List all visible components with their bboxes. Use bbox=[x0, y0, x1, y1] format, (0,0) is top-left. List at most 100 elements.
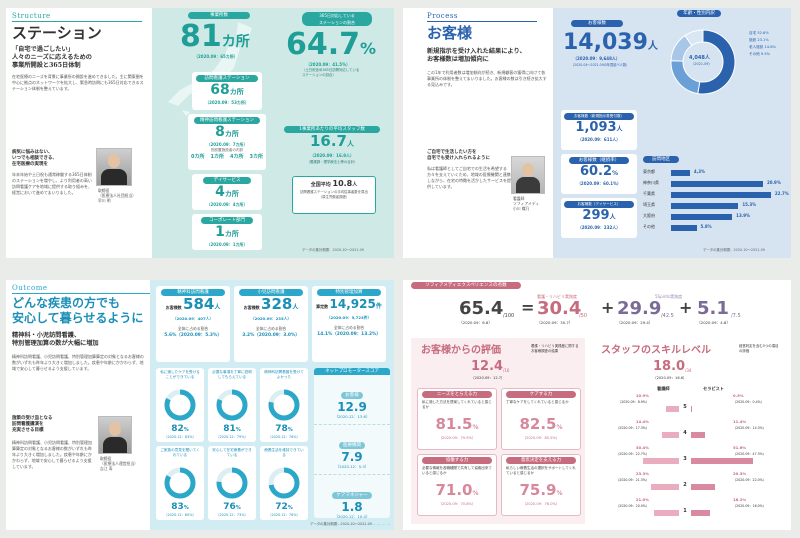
japan-map-icon bbox=[168, 22, 252, 116]
photo-lead: 施策の受け皿となる 訪問看護講演を 充実させる目標 bbox=[12, 416, 53, 433]
region-bar bbox=[671, 170, 690, 176]
gauge-value: 81% bbox=[208, 424, 256, 434]
gauge-card: 療養生活を維持できている 72% （2020.12：76%） bbox=[260, 446, 308, 520]
therapist-bar bbox=[691, 432, 705, 438]
therapist-note: （2020.09：47.3%） bbox=[733, 452, 766, 456]
outcome-card-value: お客様数 584人 bbox=[156, 296, 230, 316]
ratio-label: 365日対応している ステーションの割合 bbox=[302, 12, 372, 26]
donut-legend-item: 自宅 52.6% bbox=[749, 31, 769, 35]
skill-title: スタッフのスキルレベル bbox=[601, 345, 711, 356]
nurse-bar bbox=[661, 432, 679, 438]
part2-denom: /42.5 bbox=[661, 313, 674, 319]
offices-note: （2020.09：65カ所） bbox=[194, 54, 238, 59]
outcome-card-unit: 人 bbox=[292, 304, 299, 311]
outcome-card-small: お客様数 bbox=[165, 305, 184, 310]
experience-score: 65.4 bbox=[459, 298, 504, 319]
gauge-question: 精神科訪問看護を受けてよかった bbox=[264, 370, 304, 379]
nps-label: お客様 bbox=[341, 392, 363, 399]
therapist-note: （2020.09：0.4%） bbox=[733, 400, 764, 404]
therapist-note: （2020.09：16.0%） bbox=[733, 504, 766, 508]
nps-note: （2020.12：5.3） bbox=[335, 464, 369, 469]
lead-text: 精神科・小児訪問看護、 特別管理加算の数が大幅に増加 bbox=[12, 332, 99, 347]
body-text: この1年で利用者数は増加傾向が続き、新規顧客の獲得に向けて各事業所の体制を整えて… bbox=[427, 70, 547, 87]
eval-desc: 看護・リハビリ実践度に関するお客様調査の結果 bbox=[531, 344, 579, 353]
question-value: 81.5% bbox=[418, 416, 496, 436]
nps-item: お客様 12.9 （2020.12：13.6） bbox=[314, 375, 390, 425]
section-rule bbox=[12, 293, 152, 294]
donut-center-sub: （2021.09） bbox=[691, 62, 712, 66]
renewal-card: お客様数（継続率） 60.2% （2020.09：60.1%） bbox=[561, 154, 637, 194]
new-users-card: お客様数（新規指示書受付数） 1,093人 （2020.09：611人） bbox=[561, 110, 637, 150]
photo-lead: ご自宅で生活したい方を 自宅でも受け入れられるように bbox=[427, 150, 490, 161]
outcome-card-note: （2020.09：5,723件） bbox=[326, 315, 372, 320]
therapist-note: （2020.09：14.3%） bbox=[733, 426, 766, 430]
question-head: ニーズをとらえる力 bbox=[422, 391, 492, 398]
gauge-question: 私に適したケアを受けることができている bbox=[160, 370, 200, 379]
region-value: 5.8% bbox=[700, 224, 712, 229]
gauge-ring bbox=[268, 389, 300, 421]
part3-denom: /7.5 bbox=[731, 313, 741, 319]
outcome-card: 特別管理加算 算定数 14,925件 （2020.09：5,723件） 全体に占める割… bbox=[312, 286, 386, 362]
question-number: 71.0 bbox=[435, 481, 473, 499]
gauge-card: 精神科訪問看護を受けてよかった 78% （2020.12：76%） bbox=[260, 368, 308, 442]
outcome-card-unit: 人 bbox=[214, 304, 221, 311]
nurse-note: （2020.09：20.0%） bbox=[616, 504, 649, 508]
question-number: 81.5 bbox=[435, 415, 473, 433]
region-title: 訪問地区 bbox=[643, 156, 679, 163]
photo-body: 私は看護師としてご自宅での生活を希望する方々を支えていくため、地域の医療機関と連… bbox=[427, 166, 511, 189]
corporate-card: コーポレート部門 1カ所 （2020.09：1カ所） bbox=[192, 214, 262, 250]
gauge-number: 78 bbox=[275, 424, 288, 434]
nps-item: 医療機関 7.9 （2020.12：5.3） bbox=[314, 425, 390, 475]
skill-panel: スタッフのスキルレベル 経営判定を含む5つの項目の評価 18.0 /34 （20… bbox=[593, 338, 783, 524]
gauge-number: 76 bbox=[223, 502, 236, 512]
question-value: 71.0% bbox=[418, 482, 496, 502]
gauge-arc bbox=[268, 389, 300, 421]
outcome-page: Outcome どんな疾患の方でも 安心して暮らせるように 精神科・小児訪問看護、… bbox=[6, 280, 394, 530]
nurse-bar bbox=[653, 510, 679, 516]
gauge-card: 安心して在宅療養ができている 76% （2020.12：73%） bbox=[208, 446, 256, 520]
gauge-value: 76% bbox=[208, 502, 256, 512]
gauge-note: （2020.12：79%） bbox=[216, 435, 248, 439]
gauge-question: 安心して在宅療養ができている bbox=[212, 448, 252, 457]
part2-value: 29.9 bbox=[617, 298, 662, 319]
question-head: 意思決定を支える力 bbox=[506, 457, 576, 464]
section-en-label: Structure bbox=[12, 12, 51, 20]
therapist-header: セラピスト bbox=[703, 386, 724, 391]
experience-title: ソフィアメディエクスペリエンスの点数 bbox=[411, 282, 521, 289]
section-en-label: Outcome bbox=[12, 284, 48, 292]
question-card: ニーズをとらえる力 私に適した方法を提案してくれていると感じるか 81.5% （202… bbox=[417, 388, 497, 450]
donut-slice bbox=[684, 29, 704, 47]
gauge-value: 78% bbox=[260, 424, 308, 434]
therapist-value: 11.4% bbox=[733, 419, 747, 424]
part2-label: 5Spirits実践度 bbox=[655, 294, 683, 299]
region-name: 東京都 bbox=[643, 169, 655, 174]
region-row: 東京都 4,3% bbox=[643, 168, 783, 179]
therapist-value: 16.2% bbox=[733, 497, 747, 502]
structure-page: Structure ステーション 「自宅で過ごしたい」 人々のニーズに応えるための… bbox=[6, 8, 394, 258]
question-unit: % bbox=[472, 424, 479, 431]
gauge-unit: % bbox=[183, 505, 189, 511]
customers-page: Process お客様 新規指示を受け入れた結果により、 お客様数は増加傾向に こ… bbox=[403, 8, 791, 258]
gauge-card: ご家族の意見を聞いてくれている 83% （2020.12：80%） bbox=[156, 446, 204, 520]
region-value: 15.3% bbox=[742, 202, 757, 207]
outcome-stats-panel: 精神科訪問看護 お客様数 584人 （2020.09：407人） 全体に占める割合 5.… bbox=[150, 280, 394, 530]
nurse-note: （2020.09：21.3%） bbox=[616, 478, 649, 482]
dayservice-card: デイサービス 4カ所 （2020.09：4カ所） bbox=[192, 174, 262, 210]
nurse-note: （2020.09：8.9%） bbox=[618, 400, 649, 404]
experience-score-note: （2020.09：6.8） bbox=[459, 320, 493, 325]
offices-value: 81カ所 bbox=[180, 19, 250, 54]
photo-caption: 取締役 （医療法人運営担当） 吉江 寿 bbox=[100, 456, 138, 471]
experience-header: ソフィアメディエクスペリエンスの点数 bbox=[403, 280, 791, 294]
lead-text: 「自宅で過ごしたい」 人々のニーズに応えるための 事業所開設と365日体制 bbox=[12, 46, 92, 69]
gauge-ring bbox=[216, 467, 248, 499]
gauge-note: （2020.12：73%） bbox=[216, 513, 248, 517]
outcome-card-label: 特別管理加算 bbox=[317, 289, 381, 296]
question-head: ケアする力 bbox=[506, 391, 576, 398]
question-head: 協働する力 bbox=[422, 457, 492, 464]
gauge-ring bbox=[268, 467, 300, 499]
nurse-value: 30.4% bbox=[635, 445, 649, 450]
question-number: 82.5 bbox=[519, 415, 557, 433]
part1-note: （2020.09：30.7） bbox=[537, 320, 573, 325]
photo-caption: 看護師 ソフィアメディ 小川 織乃 bbox=[513, 196, 540, 211]
therapist-value: 51.6% bbox=[733, 445, 747, 450]
